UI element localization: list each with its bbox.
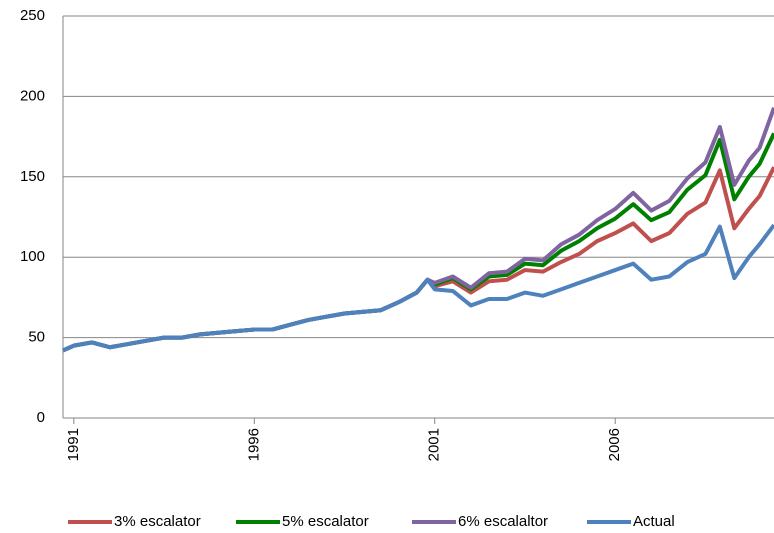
y-tick-label: 250	[20, 7, 45, 24]
y-tick-label: 200	[20, 87, 45, 104]
series-line	[62, 106, 774, 353]
series-line	[62, 166, 774, 353]
y-tick-label: 150	[20, 168, 45, 185]
y-tick-label: 50	[28, 329, 45, 346]
series-line	[62, 223, 774, 353]
x-tick-label: 1991	[65, 428, 82, 461]
legend-label: 6% escalaltor	[458, 513, 548, 530]
series-line	[62, 132, 774, 353]
x-tick-label: 2006	[606, 428, 623, 461]
x-tick-label: 2001	[426, 428, 443, 461]
y-tick-label: 100	[20, 248, 45, 265]
legend-label: Actual	[633, 513, 675, 530]
x-tick-label: 1996	[245, 428, 262, 461]
legend-label: 5% escalator	[282, 513, 369, 530]
legend-label: 3% escalator	[114, 513, 201, 530]
y-tick-label: 0	[37, 409, 45, 426]
